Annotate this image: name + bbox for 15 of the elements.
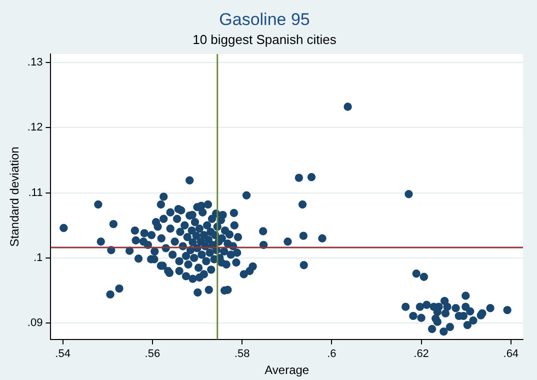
chart-subtitle: 10 biggest Spanish cities [192, 32, 337, 47]
y-tick-label: .12 [27, 122, 43, 134]
x-tick-label: .64 [503, 348, 519, 360]
chart-title: Gasoline 95 [219, 10, 310, 29]
x-tick-label: .58 [234, 348, 250, 360]
x-tick-label: .62 [414, 348, 429, 360]
y-tick-label: .09 [27, 317, 43, 330]
y-axis-title: Standard deviation [8, 146, 22, 247]
x-tick-label: .54 [55, 348, 70, 360]
x-axis-title: Average [264, 363, 310, 378]
y-tick-label: .11 [28, 186, 43, 199]
x-tick-label: .6 [327, 348, 336, 360]
y-tick-label: .1 [34, 252, 43, 264]
x-tick-label: .56 [144, 348, 160, 360]
y-tick-label: .13 [27, 56, 43, 68]
